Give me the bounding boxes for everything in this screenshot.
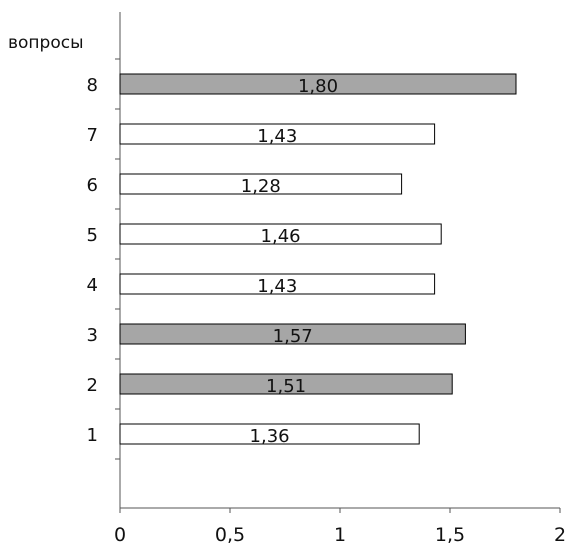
- data-label: 1,43: [257, 276, 297, 297]
- bar: [119, 273, 436, 295]
- data-label: 1,46: [261, 226, 301, 247]
- axes: 0 0,5 1 1,5 2 1 2 3 4 5 6 7 8: [87, 12, 565, 546]
- bar: [119, 223, 442, 245]
- data-label: 1,51: [266, 376, 306, 397]
- data-label: 1,43: [257, 126, 297, 147]
- x-tick-label: 1: [334, 524, 346, 546]
- bar: [119, 423, 420, 445]
- bar: [119, 173, 403, 195]
- x-tick-label: 2: [554, 524, 565, 546]
- data-labels: 1,36 1,51 1,57 1,43 1,46 1,28 1,43 1,80: [241, 76, 338, 447]
- y-tick-label: 6: [87, 175, 98, 196]
- y-tick-label: 2: [87, 375, 98, 396]
- y-tick-label: 4: [87, 275, 98, 296]
- bar: [119, 73, 517, 95]
- y-tick-label: 8: [87, 75, 98, 96]
- x-tick-label: 0: [114, 524, 126, 546]
- data-label: 1,80: [298, 76, 338, 97]
- data-label: 1,57: [273, 326, 313, 347]
- x-tick-label: 0,5: [215, 524, 245, 546]
- data-label: 1,28: [241, 176, 281, 197]
- y-axis-label: вопросы: [8, 33, 84, 53]
- x-tick-label: 1,5: [435, 524, 465, 546]
- bar: [119, 323, 466, 345]
- data-label: 1,36: [250, 426, 290, 447]
- bar: [119, 123, 436, 145]
- bar: [119, 373, 453, 395]
- y-tick-label: 5: [87, 225, 98, 246]
- y-tick-label: 3: [87, 325, 98, 346]
- bars: [119, 73, 517, 445]
- y-tick-label: 7: [87, 125, 98, 146]
- y-tick-label: 1: [87, 425, 98, 446]
